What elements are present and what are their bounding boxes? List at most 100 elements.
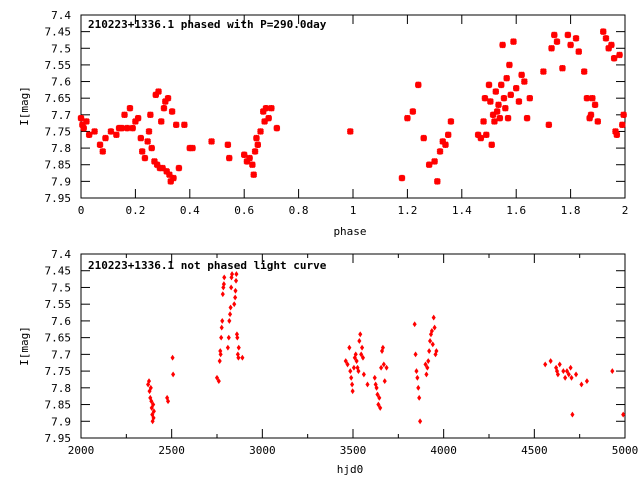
data-point <box>489 111 497 119</box>
data-point <box>612 128 619 135</box>
data-point <box>233 277 239 284</box>
data-point <box>365 381 370 388</box>
y-tick-label: 7.75 <box>45 365 72 378</box>
data-point <box>157 118 165 125</box>
data-point <box>591 101 599 109</box>
data-point <box>85 131 93 139</box>
data-point <box>566 371 571 378</box>
data-point <box>167 178 175 185</box>
data-point <box>148 384 153 391</box>
data-point <box>418 418 423 425</box>
data-point <box>165 398 171 405</box>
data-point <box>569 374 574 381</box>
data-point <box>129 124 137 132</box>
data-point <box>430 341 435 348</box>
data-point <box>240 151 248 159</box>
data-point <box>477 134 485 142</box>
y-tick-label: 7.9 <box>51 175 71 188</box>
data-point <box>599 28 607 35</box>
data-point <box>361 371 366 378</box>
data-point <box>580 68 588 75</box>
data-point <box>432 324 437 331</box>
data-point <box>268 104 275 112</box>
data-point <box>583 94 591 102</box>
x-tick-label: 2500 <box>158 444 185 457</box>
data-point <box>146 378 152 385</box>
data-point <box>356 368 361 375</box>
data-point <box>610 54 618 62</box>
x-tick-label: 0 <box>78 204 85 217</box>
data-point <box>265 114 273 122</box>
data-point <box>608 41 615 49</box>
x-tick-label: 2 <box>622 204 629 217</box>
data-point <box>481 94 489 102</box>
data-point <box>221 284 226 291</box>
data-point <box>501 104 509 112</box>
x-tick-label: 0.2 <box>125 204 145 217</box>
data-point <box>219 324 224 331</box>
data-point <box>346 128 354 135</box>
data-point <box>123 124 131 132</box>
data-point <box>384 364 389 371</box>
data-point <box>350 381 355 388</box>
data-point <box>426 358 431 364</box>
data-point <box>584 378 589 385</box>
data-point <box>163 168 171 175</box>
data-point <box>137 134 145 142</box>
data-point <box>523 114 531 122</box>
data-point <box>375 391 380 398</box>
data-point <box>487 98 494 105</box>
data-point <box>423 361 428 368</box>
y-tick-label: 7.95 <box>45 432 72 445</box>
data-point <box>377 394 382 401</box>
data-point <box>164 94 172 102</box>
data-point <box>568 364 573 371</box>
data-point <box>118 124 126 132</box>
y-tick-label: 7.7 <box>51 348 71 361</box>
data-point <box>144 138 151 145</box>
data-point <box>253 134 260 142</box>
data-point <box>564 368 570 375</box>
data-point <box>149 404 154 411</box>
data-point <box>563 374 568 381</box>
data-point <box>99 148 107 155</box>
data-point <box>382 378 387 385</box>
unphased-chart-title: 210223+1336.1 not phased light curve <box>88 259 327 272</box>
data-point <box>172 121 180 129</box>
data-point <box>152 91 160 99</box>
data-point <box>474 131 482 139</box>
data-point <box>610 368 615 375</box>
phased-y-tick-labels: 7.4 7.45 7.5 7.55 7.6 7.65 7.7 7.75 7.8 7.85 7.9 7.… <box>45 9 72 205</box>
data-point <box>168 108 176 115</box>
phased-y-axis-label: I[mag] <box>18 86 31 126</box>
data-point <box>151 401 156 408</box>
unphased-plot-frame <box>80 253 626 439</box>
y-tick-label: 7.95 <box>45 192 72 205</box>
x-tick-label: 4000 <box>430 444 457 457</box>
phased-light-curve-panel: 0 0.2 0.4 0.6 0.8 1 1.2 1.4 1.6 1.8 2 7.47.457.57.… <box>18 9 628 238</box>
data-point <box>507 91 515 99</box>
data-point <box>350 388 355 395</box>
x-tick-label: 2000 <box>68 444 95 457</box>
data-point <box>262 104 270 112</box>
data-point <box>506 61 513 69</box>
y-tick-label: 7.9 <box>51 415 71 428</box>
data-point <box>543 361 548 368</box>
x-tick-label: 0.6 <box>234 204 254 217</box>
data-point <box>436 148 444 155</box>
x-tick-label: 1.8 <box>561 204 581 217</box>
data-point <box>249 161 256 169</box>
data-point <box>360 344 365 351</box>
data-point <box>121 111 128 119</box>
y-tick-label: 7.4 <box>51 9 71 22</box>
x-tick-label: 1.4 <box>452 204 472 217</box>
data-point <box>376 401 381 408</box>
x-tick-label: 4500 <box>521 444 548 457</box>
data-point <box>170 354 175 361</box>
data-point <box>417 394 422 401</box>
data-point <box>357 338 362 344</box>
data-point <box>145 128 153 135</box>
data-point <box>348 368 353 375</box>
y-tick-label: 7.5 <box>51 281 71 294</box>
data-point <box>225 344 230 351</box>
